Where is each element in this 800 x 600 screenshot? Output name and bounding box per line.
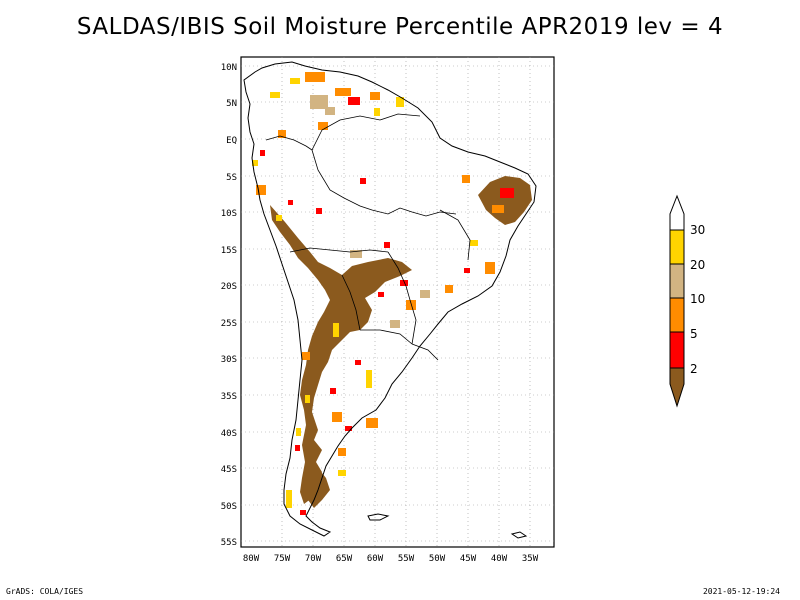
country-borders	[265, 113, 471, 361]
colorbar-band	[669, 331, 685, 369]
lat-label: 40S	[221, 429, 237, 439]
lat-label: 55S	[221, 538, 237, 548]
colorbar-label: 10	[690, 292, 706, 306]
lon-label: 50W	[429, 554, 446, 564]
islands	[367, 513, 528, 539]
colorbar-top-arrow	[669, 194, 685, 231]
colorbar-label: 30	[690, 223, 706, 237]
lat-label: 10N	[221, 63, 237, 73]
credit-text: GrADS: COLA/IGES	[6, 587, 84, 596]
lat-label: 35S	[221, 392, 237, 402]
map-frame	[240, 56, 555, 548]
moisture-field	[252, 72, 532, 515]
lat-tick-labels: 10N 5N EQ 5S 10S 15S 20S 25S 30S 35S 40S…	[221, 63, 237, 548]
lon-tick-labels: 80W 75W 70W 65W 60W 55W 50W 45W 40W 35W	[243, 554, 539, 564]
colorbar	[669, 194, 685, 408]
lon-label: 55W	[398, 554, 415, 564]
colorbar-bottom-arrow	[669, 367, 685, 408]
lat-label: 10S	[221, 209, 237, 219]
lon-label: 45W	[460, 554, 477, 564]
lon-label: 65W	[336, 554, 353, 564]
lat-label: 25S	[221, 319, 237, 329]
lat-label: 5S	[226, 173, 237, 183]
colorbar-band	[669, 263, 685, 299]
lon-label: 75W	[274, 554, 291, 564]
colorbar-band	[669, 297, 685, 333]
lat-label: 50S	[221, 502, 237, 512]
colorbar-label: 2	[690, 362, 698, 376]
lat-label: EQ	[226, 136, 237, 146]
lon-label: 70W	[305, 554, 322, 564]
map-title: SALDAS/IBIS Soil Moisture Percentile APR…	[76, 14, 724, 40]
lat-label: 5N	[226, 99, 237, 109]
colorbar-band	[669, 229, 685, 265]
colorbar-label: 5	[690, 327, 698, 341]
lon-label: 60W	[367, 554, 384, 564]
lon-label: 40W	[491, 554, 508, 564]
timestamp-text: 2021-05-12-19:24	[702, 587, 780, 596]
colorbar-label: 20	[690, 258, 706, 272]
lat-label: 30S	[221, 355, 237, 365]
lat-label: 45S	[221, 465, 237, 475]
lon-label: 35W	[522, 554, 539, 564]
coastline	[243, 61, 537, 537]
lat-label: 20S	[221, 282, 237, 292]
lat-label: 15S	[221, 246, 237, 256]
lon-label: 80W	[243, 554, 260, 564]
